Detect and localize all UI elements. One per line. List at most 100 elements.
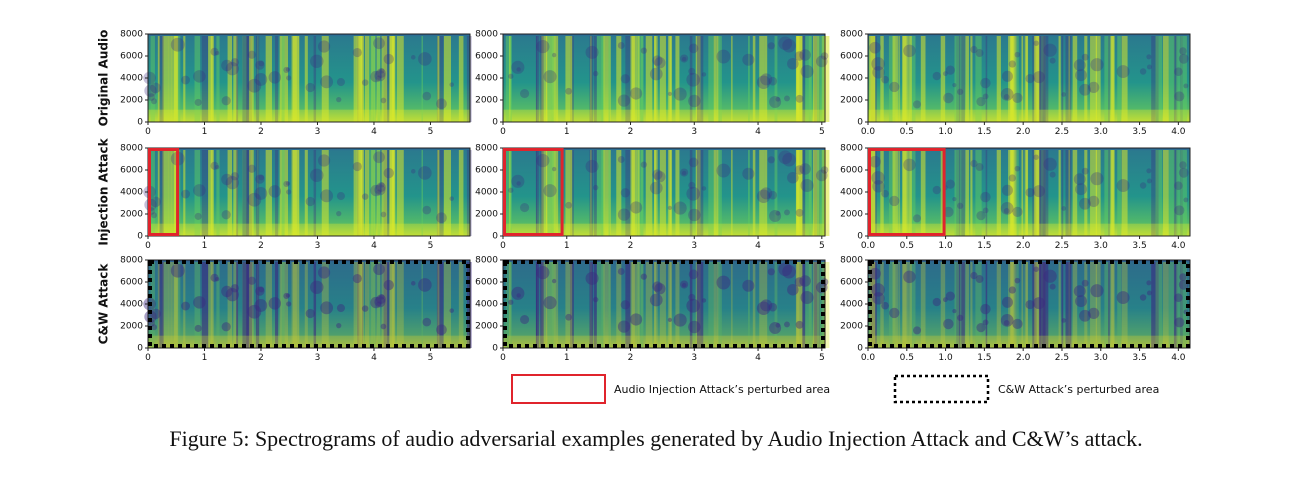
spectrogram-texture — [310, 55, 323, 68]
spectrogram-stripe — [597, 36, 604, 122]
spectrogram-texture — [630, 87, 642, 99]
y-tick-label: 4000 — [840, 188, 863, 198]
spectrogram-texture — [1140, 68, 1146, 74]
spectrogram-texture — [373, 37, 385, 49]
spectrogram-texture — [1061, 92, 1066, 97]
y-tick-label: 4000 — [840, 300, 863, 310]
spectrogram-stripe — [228, 36, 232, 122]
y-tick-label: 0 — [857, 232, 863, 242]
spectrogram-texture — [686, 187, 700, 201]
y-tick-label: 0 — [857, 344, 863, 354]
spectrogram-stripe — [637, 150, 639, 236]
legend-cw-swatch — [895, 376, 988, 402]
spectrogram-texture — [983, 208, 989, 214]
spectrogram-stripe — [719, 36, 721, 122]
spectrogram-stripe — [1111, 150, 1114, 236]
spectrogram-stripe — [1061, 36, 1063, 122]
y-tick-label: 4000 — [475, 300, 498, 310]
legend-injection-swatch — [512, 375, 605, 403]
y-tick-label: 6000 — [120, 278, 143, 288]
y-tick-label: 2000 — [475, 210, 498, 220]
spectrogram-stripe — [1163, 36, 1169, 122]
x-tick-label: 4 — [755, 241, 761, 251]
spectrogram-texture — [384, 54, 394, 64]
spectrogram-texture — [1179, 168, 1189, 178]
cw-noise-overlay — [148, 260, 470, 348]
spectrogram-texture — [226, 62, 239, 75]
spectrogram-texture — [144, 85, 156, 97]
spectrogram-texture — [682, 171, 687, 176]
spectrogram-texture — [784, 95, 790, 101]
spectrogram-panel: 020004000600080000 1 2 3 4 5 — [475, 30, 829, 138]
spectrogram-stripe — [459, 36, 464, 122]
x-tick-label: 3 — [691, 127, 697, 137]
spectrogram-stripe — [753, 36, 756, 122]
spectrogram-texture — [933, 186, 941, 194]
spectrogram-texture — [436, 98, 447, 109]
spectrogram-texture — [310, 169, 323, 182]
x-tick-label: 1.5 — [977, 241, 991, 251]
x-tick-label: 1.5 — [977, 127, 991, 137]
x-tick-label: 3.5 — [1132, 127, 1146, 137]
x-tick-label: 0 — [145, 127, 151, 137]
spectrogram-stripe — [997, 36, 1001, 122]
spectrogram-texture — [652, 169, 662, 179]
spectrogram-texture — [641, 161, 647, 167]
spectrogram-stripe — [1090, 150, 1097, 236]
spectrogram-texture — [436, 212, 447, 223]
spectrogram-stripe — [708, 150, 713, 236]
spectrogram-stripe — [646, 36, 653, 122]
x-tick-label: 4 — [755, 127, 761, 137]
x-tick-label: 1.0 — [938, 241, 953, 251]
spectrogram-panel: 020004000600080000 1 2 3 4 5 — [475, 144, 829, 252]
spectrogram-texture — [258, 175, 264, 181]
spectrogram-texture — [1025, 74, 1034, 83]
spectrogram-texture — [1009, 60, 1016, 67]
spectrogram-texture — [686, 73, 700, 87]
y-tick-label: 0 — [492, 232, 498, 242]
y-tick-label: 4000 — [475, 74, 498, 84]
spectrogram-texture — [1183, 84, 1188, 89]
spectrogram-figure: Original AudioInjection AttackC&W Attack… — [0, 0, 1312, 420]
y-tick-label: 0 — [137, 232, 143, 242]
x-tick-label: 2.0 — [1016, 353, 1031, 363]
spectrogram-texture — [742, 168, 754, 180]
spectrogram-texture — [353, 162, 362, 171]
spectrogram-texture — [449, 196, 453, 200]
y-tick-label: 6000 — [475, 278, 498, 288]
spectrogram-stripe — [1156, 150, 1163, 236]
spectrogram-texture — [641, 47, 647, 53]
spectrogram-texture — [226, 176, 239, 189]
spectrogram-texture — [381, 212, 387, 218]
spectrogram-texture — [306, 197, 315, 206]
spectrogram-texture — [1025, 188, 1034, 197]
spectrogram-texture — [1183, 198, 1188, 203]
spectrogram-texture — [320, 189, 333, 202]
spectrogram-stripe — [630, 36, 634, 122]
spectrogram-texture — [516, 67, 520, 71]
spectrogram-texture — [1146, 168, 1151, 173]
y-tick-label: 2000 — [840, 210, 863, 220]
spectrogram-texture — [652, 55, 662, 65]
spectrogram-texture — [889, 82, 899, 92]
x-tick-label: 2 — [258, 353, 264, 363]
spectrogram-texture — [980, 192, 990, 202]
spectrogram-stripe — [228, 150, 232, 236]
spectrogram-texture — [248, 165, 256, 173]
spectrogram-texture — [933, 72, 941, 80]
spectrogram-texture — [1074, 59, 1086, 71]
x-tick-label: 0 — [145, 241, 151, 251]
spectrogram-stripe — [1090, 36, 1097, 122]
spectrogram-texture — [254, 73, 267, 86]
spectrogram-texture — [889, 196, 899, 206]
spectrogram-texture — [379, 182, 384, 187]
spectrogram-texture — [195, 99, 202, 106]
spectrogram-texture — [1090, 172, 1103, 185]
spectrogram-texture — [775, 97, 780, 102]
spectrogram-stripe — [731, 150, 732, 236]
spectrogram-stripe — [1156, 36, 1163, 122]
x-tick-label: 2 — [258, 241, 264, 251]
x-tick-label: 3 — [691, 241, 697, 251]
spectrogram-texture — [689, 158, 699, 168]
spectrogram-texture — [716, 50, 730, 64]
